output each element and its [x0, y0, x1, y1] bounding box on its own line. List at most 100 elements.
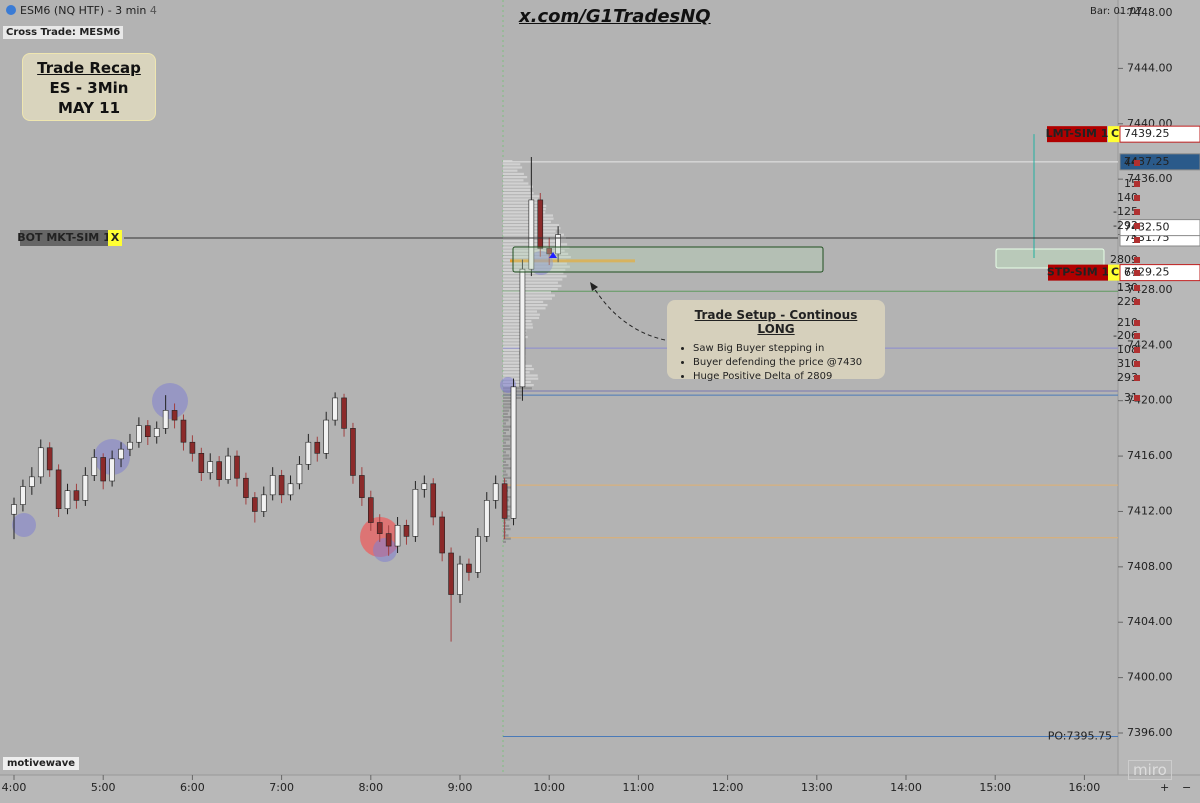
volume-profile-bar [503, 438, 510, 441]
zoom-control[interactable]: + [1160, 781, 1169, 794]
candle-body [198, 453, 205, 473]
orange-poc [510, 259, 635, 263]
order-button[interactable] [108, 230, 122, 246]
volume-profile-bar [503, 412, 508, 415]
volume-profile-bar [503, 281, 558, 284]
order-button-label: C [1111, 127, 1119, 140]
candle-body [296, 464, 303, 485]
delta-marker [1134, 333, 1140, 339]
volume-profile-bar [503, 323, 533, 326]
order-label-bg[interactable] [20, 230, 108, 246]
volume-profile-bar [503, 448, 511, 451]
status-dot [6, 5, 16, 15]
volume-profile-bar [503, 518, 511, 521]
candle-body [341, 397, 347, 429]
volume-profile-bar [503, 169, 518, 172]
volume-profile-bar [503, 441, 506, 444]
volume-profile-bar [503, 160, 513, 163]
candle-body [332, 397, 338, 421]
symbol: ESM6 (NQ HTF) - 3 min [20, 4, 147, 17]
candle-body [475, 536, 481, 573]
zoom-control[interactable]: − [1182, 781, 1191, 794]
candle-body [260, 494, 267, 512]
volume-profile-bar [503, 358, 526, 361]
candle-body [323, 419, 330, 454]
candle-body [46, 447, 53, 471]
order-label-bg[interactable] [1047, 126, 1107, 143]
volume-profile-bar [503, 371, 530, 374]
volume-profile-bar [503, 291, 551, 294]
volume-profile-bar [503, 428, 510, 431]
volume-profile-bar [503, 345, 525, 348]
order-label-bg[interactable] [1048, 264, 1108, 281]
cross-trade: Cross Trade: MESM6 [3, 26, 124, 39]
volume-profile-bar [503, 201, 540, 204]
volume-profile-bar [503, 419, 509, 422]
volume-profile-bar [503, 185, 533, 188]
candle-body [430, 483, 437, 518]
order-label: BOT MKT-SIM 1 [17, 231, 110, 244]
volume-profile-bar [503, 528, 511, 531]
recap-box: Trade Recap ES - 3Min MAY 11 [22, 53, 156, 121]
volume-profile-bar [503, 278, 563, 281]
candle-body [448, 552, 454, 595]
volume-profile-bar [503, 332, 526, 335]
candle-body [403, 525, 410, 537]
volume-profile-bar [503, 368, 534, 371]
volume-profile-bar [503, 275, 567, 278]
volume-profile-bar [503, 220, 551, 223]
candle-body [457, 563, 463, 595]
volume-profile-bar [503, 284, 562, 287]
candle-body [528, 199, 535, 270]
count: 4 [149, 4, 157, 17]
candle-body [91, 457, 98, 476]
order-button[interactable] [1108, 126, 1122, 143]
candle-body [510, 386, 517, 519]
volume-profile-bar [503, 451, 506, 454]
setup-title: Trade Setup - Continous LONG [694, 308, 858, 336]
volume-profile-bar [503, 326, 533, 329]
volume-bubble [373, 538, 397, 562]
volume-profile-bar [503, 217, 554, 220]
candle-body [234, 455, 240, 479]
volume-profile-bar [503, 403, 513, 406]
candle-body [136, 425, 142, 443]
delta-value: 2809 [1110, 253, 1138, 266]
order-button[interactable] [1108, 264, 1122, 281]
volume-profile-bar [503, 179, 524, 182]
volume-profile-bar [503, 195, 540, 198]
branding: motivewave [3, 757, 80, 770]
candle-body [305, 441, 312, 465]
candle-body [555, 234, 561, 255]
candle-body [252, 497, 258, 512]
delta-value: -292 [1113, 219, 1138, 232]
volume-profile-bar [503, 444, 510, 447]
volume-profile-bar [503, 297, 552, 300]
symbol-header[interactable]: ESM6 (NQ HTF) - 3 min 4 [6, 4, 157, 17]
delta-value: 108 [1117, 343, 1138, 356]
delta-marker [1134, 237, 1140, 243]
y-tick-label: 7412.00 [1127, 504, 1173, 517]
candle-body [243, 477, 249, 498]
delta-value: 210 [1117, 316, 1138, 329]
volume-profile-bar [503, 182, 529, 185]
volume-profile-bar [503, 435, 511, 438]
watermark: x.com/G1TradesNQ [519, 6, 711, 27]
volume-profile-bar [503, 304, 548, 307]
volume-profile-bar [503, 387, 532, 390]
volume-profile-bar [503, 380, 531, 383]
x-tick-label: 8:00 [358, 781, 383, 794]
candle-body [11, 504, 17, 515]
candle-body [100, 457, 106, 482]
candle-body [546, 248, 553, 255]
delta-value: 229 [1117, 295, 1138, 308]
candle-body [483, 500, 490, 537]
delta-value: -206 [1113, 329, 1138, 342]
volume-profile-bar [503, 364, 532, 367]
arrow-head [590, 282, 598, 291]
volume-profile-bar [503, 524, 510, 527]
volume-profile-bar [503, 208, 546, 211]
delta-marker [1134, 223, 1140, 229]
candle-body [180, 419, 187, 443]
